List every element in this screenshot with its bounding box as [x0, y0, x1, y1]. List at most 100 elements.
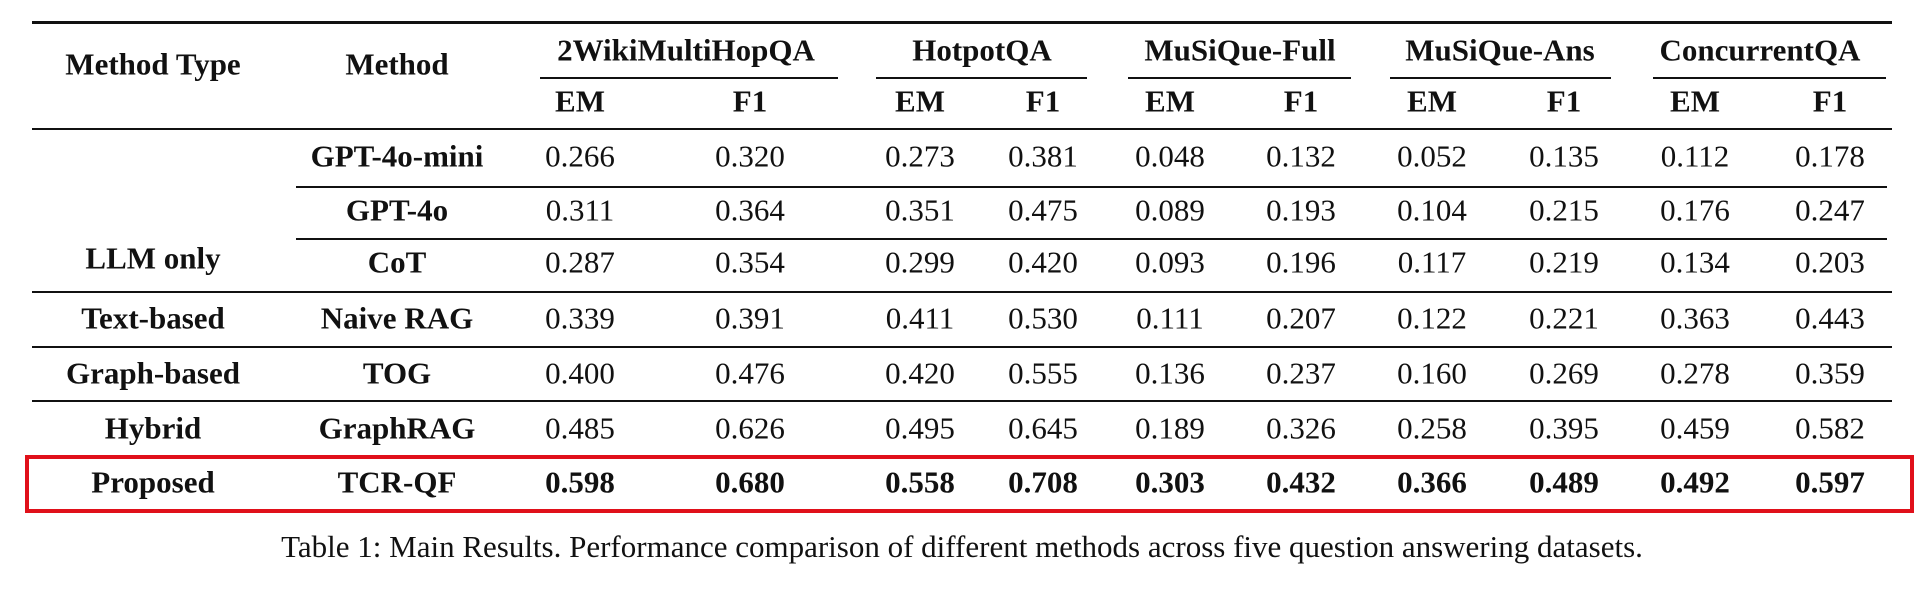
table-cell-value: 0.476 — [715, 355, 785, 391]
table-cell-value: 0.364 — [715, 192, 785, 228]
header-dataset: MuSiQue-Ans — [1405, 32, 1595, 68]
table-cell-value: 0.411 — [885, 300, 955, 336]
table-cell-value: 0.351 — [885, 192, 955, 228]
dataset-underline — [1653, 77, 1886, 79]
table-cell-value: 0.311 — [545, 192, 615, 228]
table-cell-value: 0.273 — [885, 138, 955, 174]
method-type-label: Proposed — [91, 464, 215, 500]
group-divider — [32, 291, 1892, 293]
header-metric: F1 — [732, 83, 768, 119]
table-cell-value: 0.111 — [1136, 300, 1204, 336]
table-cell-value: 0.626 — [715, 410, 785, 446]
table-cell-value: 0.176 — [1660, 192, 1730, 228]
table-cell-value: 0.391 — [715, 300, 785, 336]
table-cell-value: 0.247 — [1795, 192, 1865, 228]
method-name: TCR-QF — [337, 464, 457, 500]
table-cell-value: 0.459 — [1660, 410, 1730, 446]
table-cell-value: 0.645 — [1008, 410, 1078, 446]
table-cell-value: 0.104 — [1397, 192, 1467, 228]
table-cell-value: 0.320 — [715, 138, 785, 174]
table-cell-value: 0.237 — [1266, 355, 1336, 391]
table-cell-value: 0.178 — [1795, 138, 1865, 174]
group-divider — [32, 346, 1892, 348]
header-metric: EM — [895, 83, 945, 119]
method-type-label: Graph-based — [66, 355, 240, 391]
table-cell-value: 0.266 — [545, 138, 615, 174]
table-cell-value: 0.381 — [1008, 138, 1078, 174]
table-cell-value: 0.132 — [1266, 138, 1336, 174]
table-cell-value: 0.492 — [1660, 464, 1730, 500]
header-dataset: ConcurrentQA — [1659, 32, 1861, 68]
table-cell-value: 0.354 — [715, 244, 785, 280]
table-cell-value: 0.089 — [1135, 192, 1205, 228]
dataset-underline — [1390, 77, 1611, 79]
table-cell-value: 0.708 — [1008, 464, 1078, 500]
header-dataset: 2WikiMultiHopQA — [557, 32, 815, 68]
table-cell-value: 0.093 — [1135, 244, 1205, 280]
table-cell-value: 0.299 — [885, 244, 955, 280]
table-cell-value: 0.269 — [1529, 355, 1599, 391]
table-cell-value: 0.400 — [545, 355, 615, 391]
method-name: GPT-4o-mini — [310, 138, 484, 174]
table-cell-value: 0.366 — [1397, 464, 1467, 500]
method-name: TOG — [362, 355, 432, 391]
table-cell-value: 0.432 — [1266, 464, 1336, 500]
table-cell-value: 0.052 — [1397, 138, 1467, 174]
table-cell-value: 0.420 — [1008, 244, 1078, 280]
header-dataset: HotpotQA — [912, 32, 1052, 68]
header-metric: F1 — [1283, 83, 1319, 119]
table-cell-value: 0.215 — [1529, 192, 1599, 228]
group-divider — [32, 400, 1892, 402]
table-cell-value: 0.117 — [1397, 244, 1467, 280]
table-cell-value: 0.363 — [1660, 300, 1730, 336]
table-cell-value: 0.475 — [1008, 192, 1078, 228]
table-cell-value: 0.196 — [1266, 244, 1336, 280]
table-caption: Table 1: Main Results. Performance compa… — [281, 529, 1643, 564]
row-divider — [296, 186, 1887, 188]
table-cell-value: 0.203 — [1795, 244, 1865, 280]
dataset-underline — [1128, 77, 1351, 79]
header-metric: EM — [1407, 83, 1457, 119]
header-method: Method — [345, 46, 449, 82]
header-metric: F1 — [1025, 83, 1061, 119]
table-cell-value: 0.582 — [1795, 410, 1865, 446]
table-cell-value: 0.160 — [1397, 355, 1467, 391]
table-cell-value: 0.598 — [545, 464, 615, 500]
table-cell-value: 0.278 — [1660, 355, 1730, 391]
table-cell-value: 0.112 — [1660, 138, 1730, 174]
table-cell-value: 0.395 — [1529, 410, 1599, 446]
table-cell-value: 0.443 — [1795, 300, 1865, 336]
table-cell-value: 0.122 — [1397, 300, 1467, 336]
table-cell-value: 0.530 — [1008, 300, 1078, 336]
method-name: Naive RAG — [320, 300, 474, 336]
dataset-underline — [540, 77, 838, 79]
proposed-highlight-box — [25, 455, 1914, 513]
table-cell-value: 0.339 — [545, 300, 615, 336]
header-metric: F1 — [1546, 83, 1582, 119]
header-bottom-rule — [32, 128, 1892, 130]
header-metric: EM — [555, 83, 605, 119]
table-cell-value: 0.303 — [1135, 464, 1205, 500]
table-cell-value: 0.219 — [1529, 244, 1599, 280]
header-metric: EM — [1145, 83, 1195, 119]
header-dataset: MuSiQue-Full — [1144, 32, 1336, 68]
table-cell-value: 0.420 — [885, 355, 955, 391]
table-cell-value: 0.597 — [1795, 464, 1865, 500]
table-cell-value: 0.189 — [1135, 410, 1205, 446]
table-cell-value: 0.207 — [1266, 300, 1336, 336]
table-cell-value: 0.485 — [545, 410, 615, 446]
table-cell-value: 0.135 — [1529, 138, 1599, 174]
table-cell-value: 0.555 — [1008, 355, 1078, 391]
dataset-underline — [876, 77, 1087, 79]
method-type-label: LLM only — [85, 240, 221, 276]
table-cell-value: 0.495 — [885, 410, 955, 446]
table-cell-value: 0.258 — [1397, 410, 1467, 446]
table-cell-value: 0.048 — [1135, 138, 1205, 174]
method-name: GraphRAG — [318, 410, 476, 446]
top-rule — [32, 21, 1892, 24]
table-cell-value: 0.193 — [1266, 192, 1336, 228]
table-cell-value: 0.221 — [1529, 300, 1599, 336]
header-method-type: Method Type — [65, 46, 241, 82]
table-cell-value: 0.558 — [885, 464, 955, 500]
